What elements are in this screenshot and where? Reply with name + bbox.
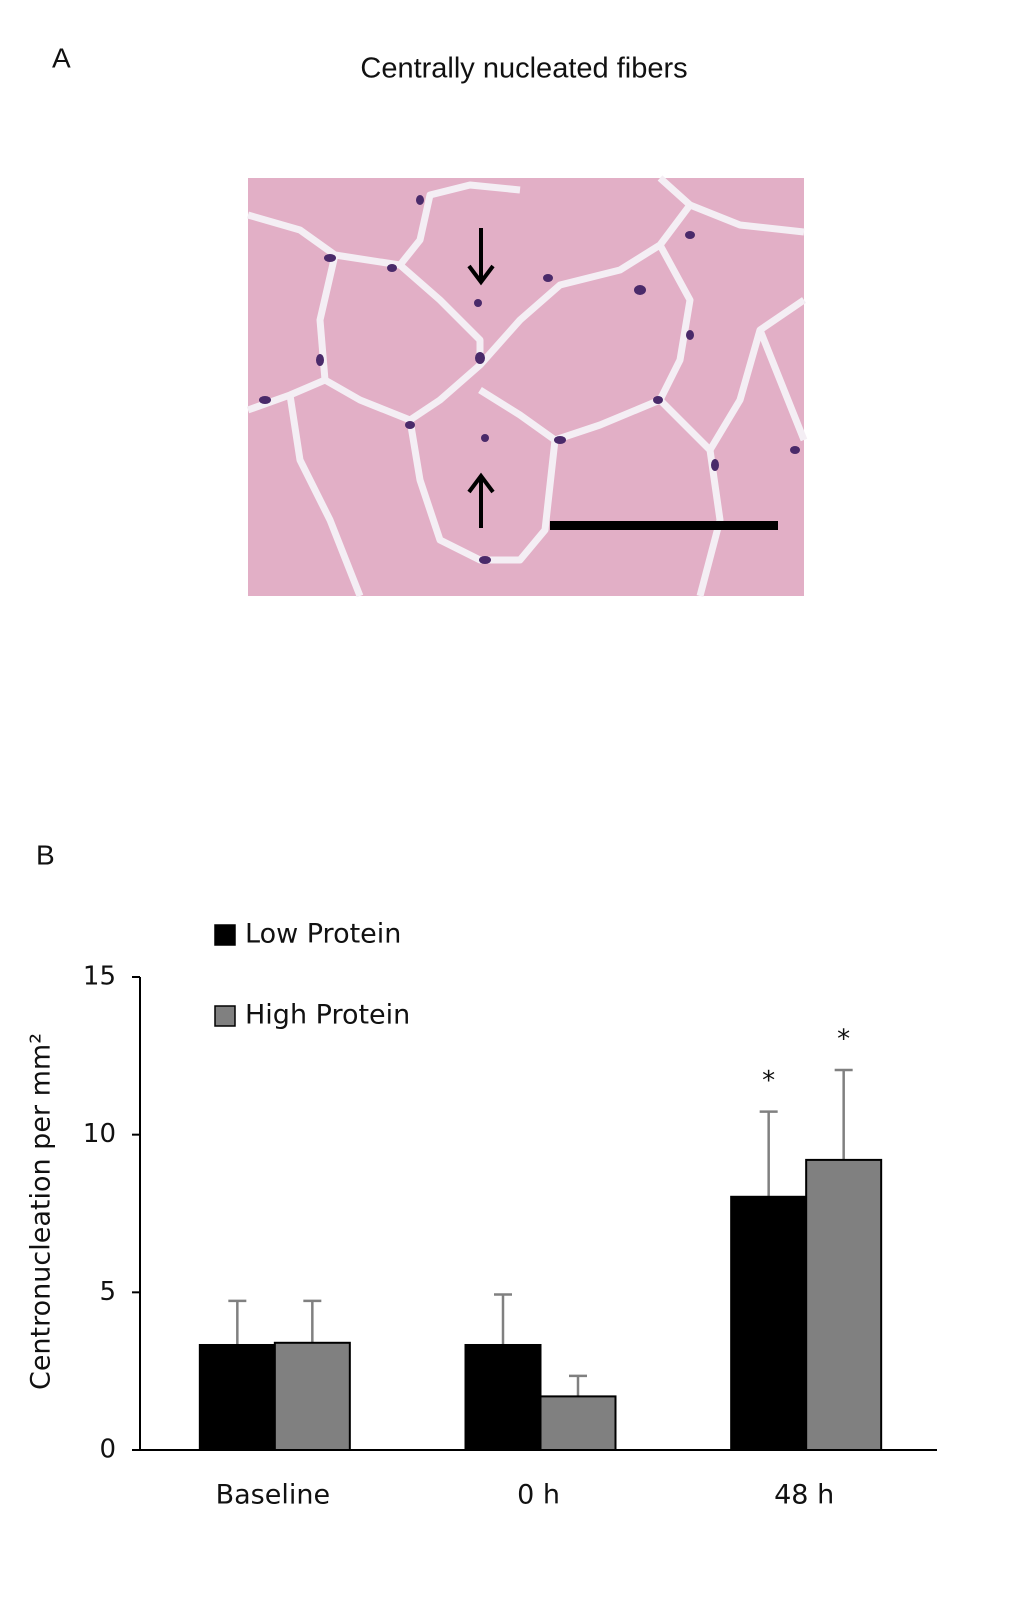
bar <box>730 1195 808 1452</box>
x-tick-label: 0 h <box>517 1480 560 1511</box>
bar <box>464 1343 542 1452</box>
bar <box>539 1395 617 1451</box>
bar <box>273 1341 351 1451</box>
panel-label: A <box>52 42 71 73</box>
bar-chart: 0 5 10 15 Centronucleation per mm² Baseline 0 … <box>26 919 937 1511</box>
panel-title: Centrally nucleated fibers <box>360 53 687 85</box>
x-tick-label: Baseline <box>216 1480 330 1511</box>
legend-label: High Protein <box>245 1000 410 1031</box>
y-tick-label: 15 <box>83 962 116 992</box>
y-axis-label: Centronucleation per mm² <box>26 1033 57 1390</box>
bar <box>805 1158 883 1451</box>
y-tick-label: 10 <box>83 1119 116 1149</box>
legend-swatch <box>214 924 236 946</box>
legend-label: Low Protein <box>245 919 401 950</box>
significance-marker: * <box>837 1025 850 1055</box>
legend-swatch <box>214 1005 236 1027</box>
y-tick-label: 5 <box>99 1277 116 1307</box>
bar <box>198 1343 276 1452</box>
significance-marker: * <box>762 1066 775 1096</box>
panel-label: B <box>36 839 55 870</box>
x-tick-label: 48 h <box>774 1480 834 1511</box>
y-tick-label: 0 <box>99 1435 116 1465</box>
histology-image <box>246 175 808 598</box>
